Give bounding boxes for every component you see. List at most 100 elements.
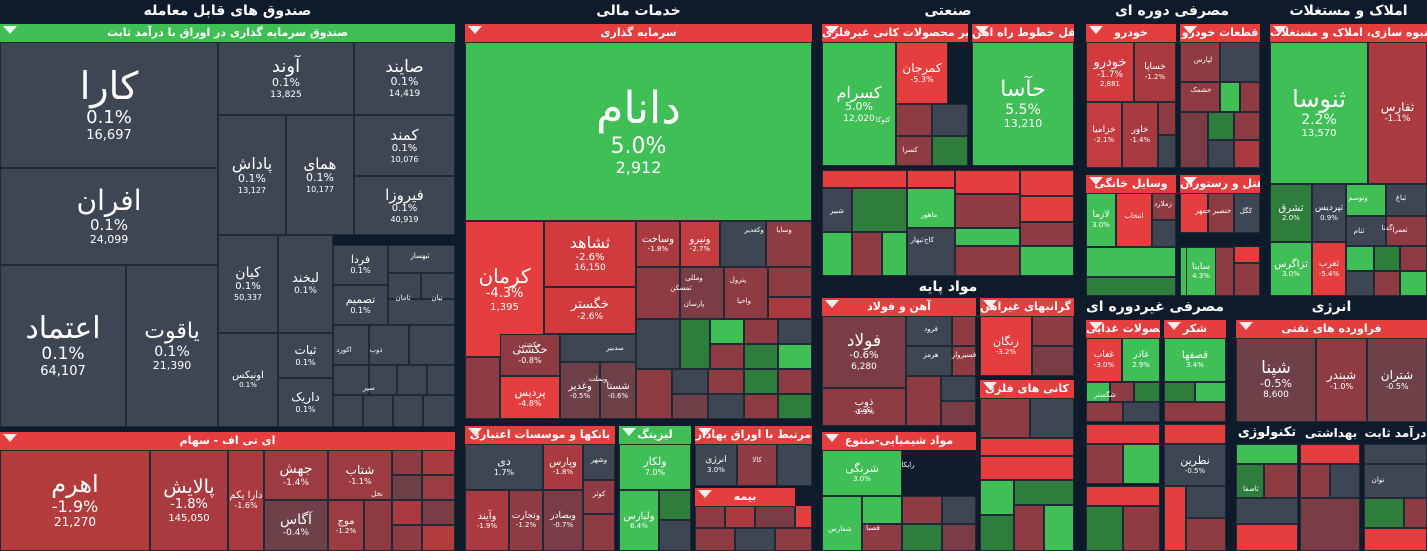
industry-header-automotive[interactable]: خودرو [1086,24,1176,42]
small-tiles-chemicals[interactable] [822,496,976,551]
stock-tile-afran[interactable]: افران 0.1% 24,099 [0,168,218,265]
industry-header-food-products[interactable]: محصولات غذایی [1086,320,1160,338]
small-tiles-auto-parts[interactable] [1180,42,1260,168]
small-tiles-etf-grid-2[interactable] [333,325,455,427]
industry-header-sugar[interactable]: شکر [1164,320,1226,338]
small-tiles-steel[interactable] [906,316,976,426]
stock-tile-tasmim[interactable]: تصمیم 0.1% [333,285,388,325]
stock-tile-vpars[interactable]: وپارس -1.8% [543,444,583,490]
small-tiles-investment-3[interactable] [560,334,636,362]
stock-tile-ahrom[interactable]: اهرم -1.9% 21,270 [0,450,150,551]
stock-tile-kara[interactable]: کارا 0.1% 16,697 [0,42,218,168]
stock-tile-sapardis[interactable]: ثپردیس 0.9% [1312,184,1346,242]
small-tiles-etf-grid[interactable] [388,245,455,325]
stock-tile-agas[interactable]: آگاس -0.4% [264,500,328,551]
small-tiles-real-estate[interactable] [1346,184,1427,296]
stock-tile-ghasfaha[interactable]: قصفها 3.4% [1164,338,1226,382]
stock-tile-mowj[interactable]: موج -1.2% [328,500,364,551]
stock-tile-palayesh[interactable]: پالایش -1.8% 145,050 [150,450,228,551]
small-tiles-equity-etf-2[interactable] [392,450,455,500]
small-tiles-investment[interactable] [636,221,812,419]
industry-header-equity-etf[interactable]: ای تی اف - سهام [0,432,455,450]
stock-tile-vayand[interactable]: وآیند -1.9% [465,490,509,551]
stock-tile-firooza[interactable]: فیروزا 0.1% 40,919 [354,176,455,235]
small-tiles-nonmetal[interactable] [896,104,968,166]
stock-tile-labkhand[interactable]: لبخند 0.1% [278,235,333,333]
sector-title-real-estate[interactable]: املاک و مستغلات [1289,3,1408,19]
stock-tile-vtejarat[interactable]: وتجارت -1.2% [509,490,543,551]
industry-header-home-appliances[interactable]: وسایل خانگی [1086,175,1176,193]
small-tiles-home-appliances[interactable] [1116,193,1176,247]
small-tiles-food[interactable] [1086,382,1160,422]
industry-header-securities[interactable]: مرتبط با اوراق بهادار [695,426,812,444]
small-tiles-automotive[interactable] [1158,102,1176,168]
stock-tile-vbsader[interactable]: وبصادر -0.7% [543,490,583,551]
industry-header-leasing[interactable]: لیزینگ [619,426,691,444]
stock-tile-jahesh[interactable]: جهش -1.4% [264,450,328,500]
stock-tile-kamarjan[interactable]: کمرجان -5.3% [896,42,948,104]
stock-tile-sshahed[interactable]: ثشاهد -2.6% 16,150 [544,221,636,287]
stock-tile-sharangi[interactable]: شرنگی 3.0% [822,450,902,496]
sector-title-basic-materials[interactable]: مواد پایه [918,279,978,295]
stock-tile-sashargh[interactable]: ثشرق 2.0% [1270,184,1312,242]
small-tiles-leasing[interactable] [659,490,691,551]
stock-tile-hasa[interactable]: حآسا 5.5% 13,210 [972,42,1074,166]
industry-header-metal-ores[interactable]: کانی های فلزی [980,380,1074,398]
industry-header-auto-parts[interactable]: قطعات خودرو [1180,24,1260,42]
stock-tile-zangan[interactable]: زنگان -3.2% [980,316,1032,376]
stock-tile-dey[interactable]: دی 1.7% [465,444,543,490]
stock-tile-khodro[interactable]: خودرو -1.7% 2,881 [1086,42,1134,102]
sector-title-industrial[interactable]: صنعتی [924,3,972,19]
sector-title-etf[interactable]: صندوق های قابل معامله [143,3,312,19]
industry-header-investment[interactable]: سرمایه گذاری [465,24,812,42]
small-tiles-defensive[interactable] [1086,424,1226,551]
industry-header-insurance[interactable]: بیمه [695,488,795,506]
stock-tile-sayand[interactable]: صایند 0.1% 14,419 [354,42,455,115]
industry-header-steel[interactable]: آهن و فولاد [822,298,976,316]
industry-header-health[interactable]: بهداشتی [1300,424,1362,442]
stock-tile-homay[interactable]: همای 0.1% 10,177 [286,115,354,235]
industry-header-chemicals[interactable]: مواد شیمیایی-متنوع [822,432,976,450]
stock-tile-shasta[interactable]: شستا -0.6% [600,362,636,419]
stock-tile-zob[interactable]: ذوب -1.3% [822,388,906,426]
stock-tile-dara-yekom[interactable]: دارا یکم -1.6% [228,450,264,551]
stock-tile-kian[interactable]: کیان 0.1% 50,337 [218,235,278,333]
stock-tile-khgostar[interactable]: خگستر -2.6% [544,287,636,334]
sector-title-consumer-defensive[interactable]: مصرفی غیردوره ای [1085,299,1225,315]
small-tiles-insurance[interactable] [695,506,812,551]
industry-header-technology[interactable]: تکنولوژی [1236,424,1298,442]
stock-tile-foolad[interactable]: فولاد -0.6% 6,280 [822,316,906,388]
stock-tile-khsapa[interactable]: خساپا -1.2% [1134,42,1176,102]
industry-header-hotels[interactable]: هتل و رستوران [1180,175,1260,193]
stock-tile-saina[interactable]: ساینا 4.3% [1186,247,1216,296]
stock-tile-ghazar[interactable]: غاذر 2.9% [1122,338,1160,382]
stock-tile-vsakht[interactable]: وساخت -1.8% [636,221,680,267]
industry-header-banks[interactable]: بانکها و موسسات اعتباری [465,426,615,444]
stock-tile-hkeshti[interactable]: حکشتی -0.8% [500,334,560,376]
industry-header-nonmetal-minerals[interactable]: سایر محصولات کانی غیرفلزی [822,24,968,42]
small-tiles-technology[interactable] [1236,444,1427,551]
small-tiles-investment-2[interactable] [465,357,500,419]
small-tiles-securities[interactable] [737,444,812,486]
small-tiles-metal-ores[interactable] [980,398,1074,551]
stock-tile-velpars[interactable]: ولپارس 6.4% [619,490,659,551]
small-tiles-banks[interactable] [583,444,615,551]
industry-header-rail-transport[interactable]: حمل و نقل خطوط راه اهن [972,24,1074,42]
stock-tile-vghadir[interactable]: وغدیر -0.5% [560,362,600,419]
small-tiles-equity-etf[interactable] [364,500,455,551]
stock-tile-ghgab[interactable]: غغاب -3.0% [1086,338,1122,382]
stock-tile-anerji[interactable]: انرژی 3.0% [695,444,737,486]
stock-tile-khavar[interactable]: خاور -1.4% [1122,102,1158,168]
stock-tile-natrin[interactable]: نطرین -0.5% [1164,444,1226,486]
stock-tile-shepna[interactable]: شپنا -0.5% 8,600 [1236,338,1316,422]
small-tiles-industrial[interactable] [822,170,1074,276]
stock-tile-etemad[interactable]: اعتماد 0.1% 64,107 [0,265,126,427]
industry-header-petroleum[interactable]: فراورده های نفتی [1236,320,1427,338]
stock-tile-khzamia[interactable]: خزامیا -2.1% [1086,102,1122,168]
industry-header-real-estate[interactable]: انبوه سازی، املاک و مستغلات [1270,24,1427,42]
industry-header-precious-metals[interactable]: کانه های گرانبهای غیراهن [980,298,1074,316]
sector-title-financial[interactable]: خدمات مالی [596,3,681,19]
stock-tile-shabandar[interactable]: شبندر -1.0% [1316,338,1367,422]
stock-tile-kamand[interactable]: کمند 0.1% 10,076 [354,115,455,176]
stock-tile-lazma[interactable]: لازما 3.0% [1086,193,1116,247]
